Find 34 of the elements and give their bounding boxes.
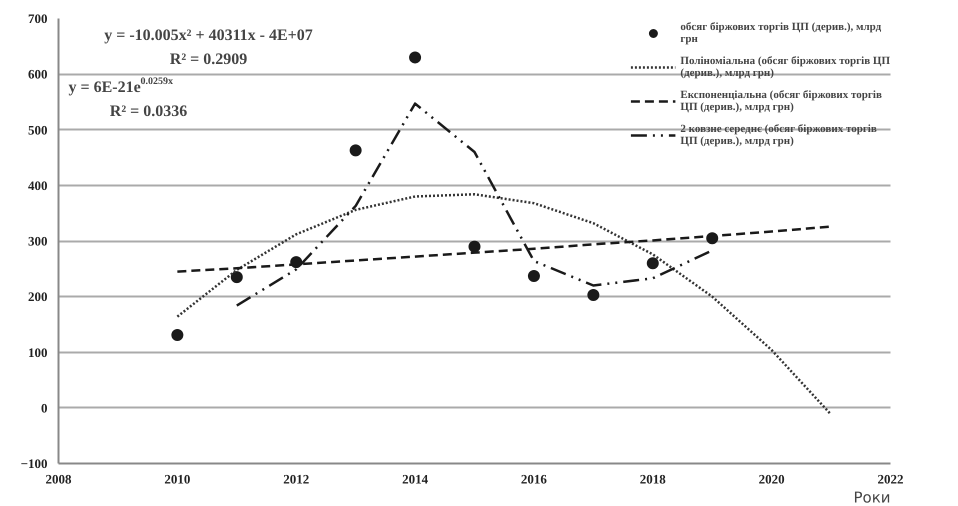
annotation: R² = 0.2909 (170, 51, 248, 68)
legend-label: 2 ковзне середнє (обсяг біржових торгів ЦП (дерив.), млрд грн) (680, 122, 877, 149)
legend-label: Експоненціальна (обсяг біржових торгів ЦП (дерив.), млрд грн) (680, 88, 882, 115)
x-tick-label: 2012 (283, 472, 310, 486)
x-tick-label: 2014 (402, 472, 429, 486)
x-tick-label: 2018 (640, 472, 666, 486)
y-tick-label: 500 (28, 122, 48, 138)
y-tick-label: 400 (28, 178, 48, 193)
y-tick-label: 100 (28, 344, 48, 360)
line-series (176, 193, 832, 416)
point (409, 51, 422, 64)
x-tick-label: 2016 (520, 472, 548, 486)
legend-label: обсяг біржових торгів ЦП (дерив.), млрд грн (680, 20, 882, 47)
x-tick-label: 2008 (46, 472, 72, 486)
y-tick-label: 0 (41, 400, 48, 416)
y-tick-label: 200 (28, 289, 48, 304)
point (171, 329, 184, 341)
y-tick-label: 300 (28, 234, 48, 248)
point (230, 271, 243, 284)
point (350, 144, 362, 156)
point (528, 270, 540, 282)
annotation: y = -10.005x² + 40311x - 4E+07 (104, 27, 313, 44)
point (468, 240, 480, 253)
legend-label: Поліноміальна (обсяг біржових торгів ЦП (дерив.), млрд грн) (680, 54, 890, 81)
y-tick-label: 700 (28, 11, 48, 26)
point (587, 288, 600, 301)
x-tick-label: 2020 (758, 472, 785, 486)
x-tick-label: 2010 (164, 472, 190, 486)
annotation: R² = 0.0336 (110, 103, 188, 120)
y-tick-label: 600 (28, 66, 48, 82)
point (646, 257, 659, 270)
x-tick-label: 2022 (878, 472, 904, 486)
x-axis-title: Роки (853, 488, 890, 506)
y-tick-label: −100 (20, 456, 48, 471)
